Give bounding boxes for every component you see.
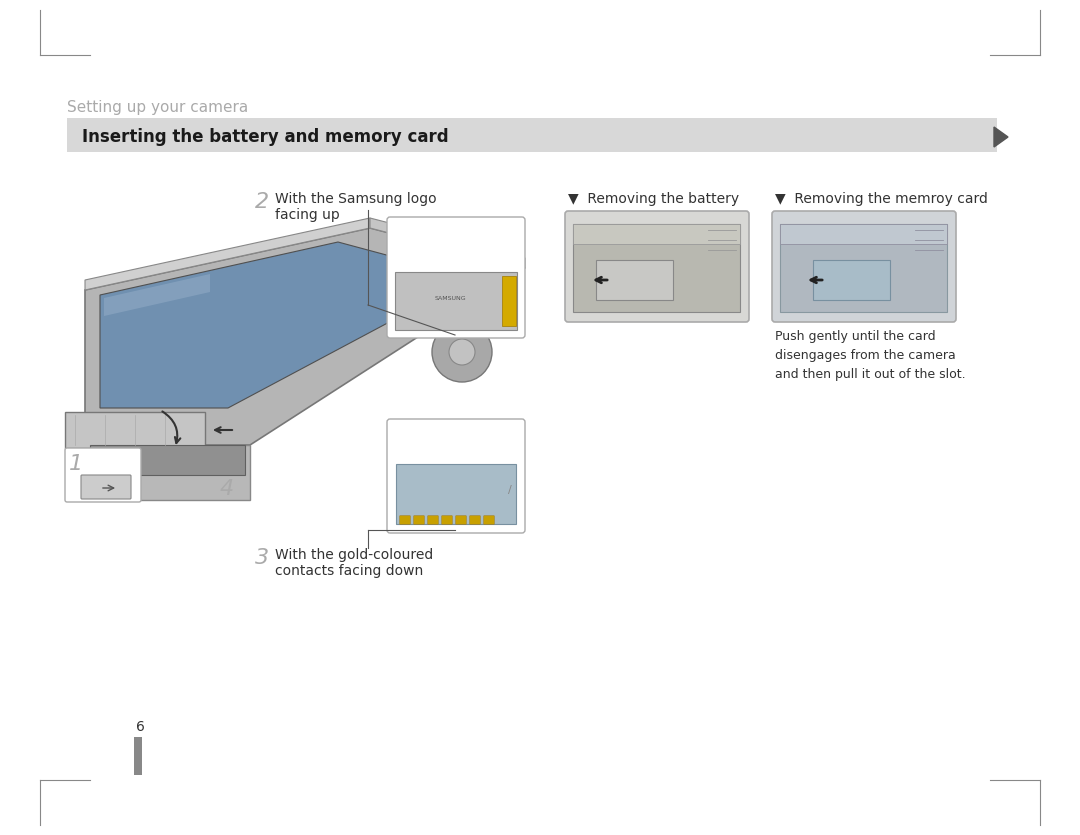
Polygon shape [396, 464, 516, 524]
Polygon shape [780, 224, 947, 312]
FancyBboxPatch shape [387, 217, 525, 338]
Text: 6: 6 [136, 720, 145, 734]
FancyBboxPatch shape [565, 211, 750, 322]
FancyBboxPatch shape [134, 737, 141, 775]
Text: ▼  Removing the battery: ▼ Removing the battery [568, 192, 739, 206]
Polygon shape [85, 445, 249, 500]
Text: With the gold-coloured
contacts facing down: With the gold-coloured contacts facing d… [275, 548, 433, 578]
Circle shape [413, 289, 431, 307]
Polygon shape [100, 242, 472, 408]
Text: With the Samsung logo
facing up: With the Samsung logo facing up [275, 192, 436, 222]
Text: SAMSUNG: SAMSUNG [434, 296, 465, 301]
Text: 1: 1 [69, 454, 83, 474]
Polygon shape [502, 276, 516, 326]
Polygon shape [573, 224, 740, 244]
Polygon shape [90, 445, 245, 475]
Circle shape [413, 257, 423, 267]
FancyBboxPatch shape [414, 516, 424, 524]
Text: 2: 2 [255, 192, 269, 212]
FancyBboxPatch shape [81, 475, 131, 499]
FancyBboxPatch shape [484, 516, 495, 524]
FancyBboxPatch shape [67, 118, 997, 152]
Polygon shape [65, 412, 205, 448]
Circle shape [432, 322, 492, 382]
FancyBboxPatch shape [387, 419, 525, 533]
FancyBboxPatch shape [456, 516, 467, 524]
Polygon shape [573, 224, 740, 312]
Polygon shape [813, 260, 890, 300]
Text: ▼  Removing the memroy card: ▼ Removing the memroy card [775, 192, 988, 206]
Polygon shape [395, 272, 517, 330]
FancyBboxPatch shape [470, 516, 481, 524]
Text: Setting up your camera: Setting up your camera [67, 100, 248, 115]
FancyBboxPatch shape [400, 516, 410, 524]
Text: 4: 4 [220, 479, 234, 499]
FancyBboxPatch shape [428, 516, 438, 524]
FancyBboxPatch shape [65, 448, 141, 502]
Polygon shape [994, 127, 1008, 147]
Text: Push gently until the card
disengages from the camera
and then pull it out of th: Push gently until the card disengages fr… [775, 330, 966, 381]
Circle shape [449, 339, 475, 365]
Text: Inserting the battery and memory card: Inserting the battery and memory card [82, 128, 448, 146]
Text: /: / [508, 485, 512, 495]
Circle shape [429, 253, 438, 263]
Polygon shape [85, 218, 370, 290]
Polygon shape [85, 228, 525, 445]
Polygon shape [780, 224, 947, 244]
FancyBboxPatch shape [772, 211, 956, 322]
Text: 3: 3 [255, 548, 269, 568]
Polygon shape [370, 218, 525, 268]
Polygon shape [104, 274, 210, 316]
Polygon shape [596, 260, 673, 300]
FancyBboxPatch shape [442, 516, 453, 524]
